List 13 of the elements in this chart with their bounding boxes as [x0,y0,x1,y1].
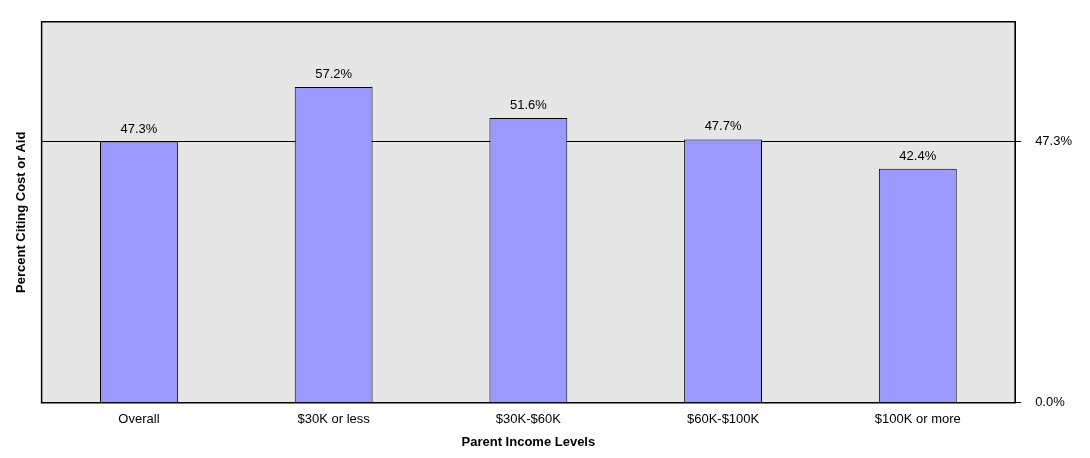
x-tick-label: $60K-$100K [686,411,760,427]
y-axis-title: Percent Citing Cost or Aid [13,131,29,293]
x-axis-title: Parent Income Levels [461,433,596,449]
x-tick-label: $30K-$60K [495,411,562,427]
data-label: 57.2% [315,66,353,82]
data-label: 47.3% [120,120,158,136]
y-tick-label: 0.0% [1035,394,1066,410]
x-tick-label: $30K or less [297,411,371,427]
data-label: 47.7% [704,118,742,134]
data-label: 51.6% [509,96,548,112]
x-tick-label: $100K or more [874,411,961,427]
x-tick-label: Overall [118,411,160,427]
data-label: 42.4% [899,147,937,163]
